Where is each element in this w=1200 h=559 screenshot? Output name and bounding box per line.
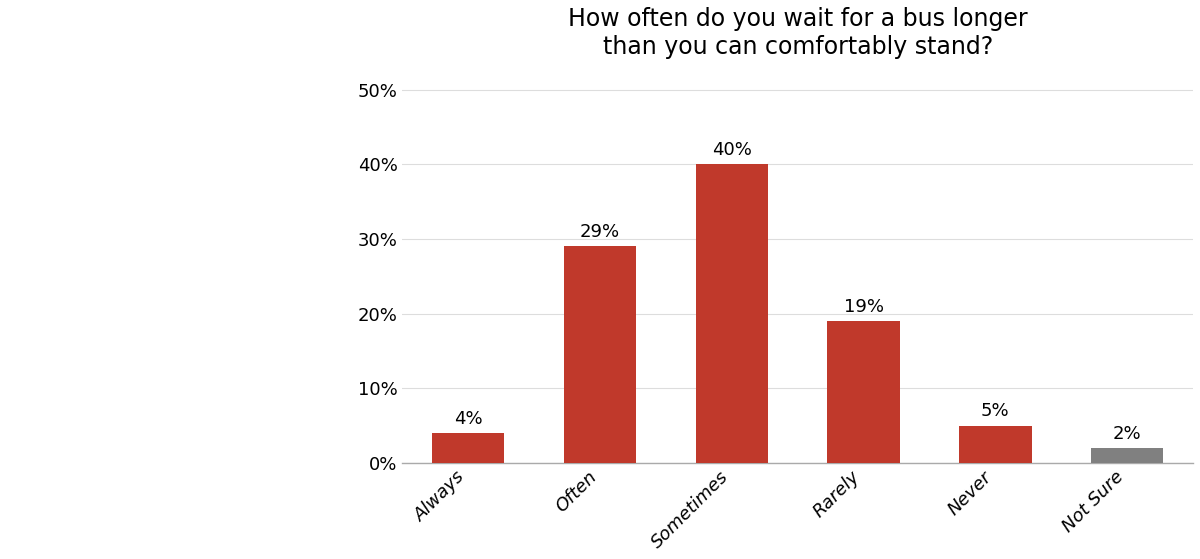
Text: 40%: 40% [712,141,751,159]
Text: 48%: 48% [145,121,264,168]
Text: at their nearest bus stop: at their nearest bus stop [94,254,316,272]
Text: they need a bus shelter: they need a bus shelter [97,394,312,412]
Text: a shelter with seating: a shelter with seating [107,227,302,245]
Text: they need a bus shelter: they need a bus shelter [84,394,325,412]
Text: 42%: 42% [145,295,264,343]
Text: to wait for a bus: to wait for a bus [131,423,278,441]
Title: How often do you wait for a bus longer
than you can comfortably stand?: How often do you wait for a bus longer t… [568,7,1027,59]
Text: of people surveyed do not have: of people surveyed do not have [61,200,348,217]
Bar [564,247,636,463]
Bar [959,426,1032,463]
Text: 19%: 19% [844,298,883,316]
Text: 5%: 5% [982,402,1009,420]
Text: of people surveyed said: of people surveyed said [97,367,313,385]
Text: 4%: 4% [454,410,482,428]
Bar [432,433,504,463]
Bar [1091,448,1164,463]
Text: 29%: 29% [580,223,620,241]
Bar [696,164,768,463]
Text: 2%: 2% [1112,425,1141,443]
Bar [827,321,900,463]
